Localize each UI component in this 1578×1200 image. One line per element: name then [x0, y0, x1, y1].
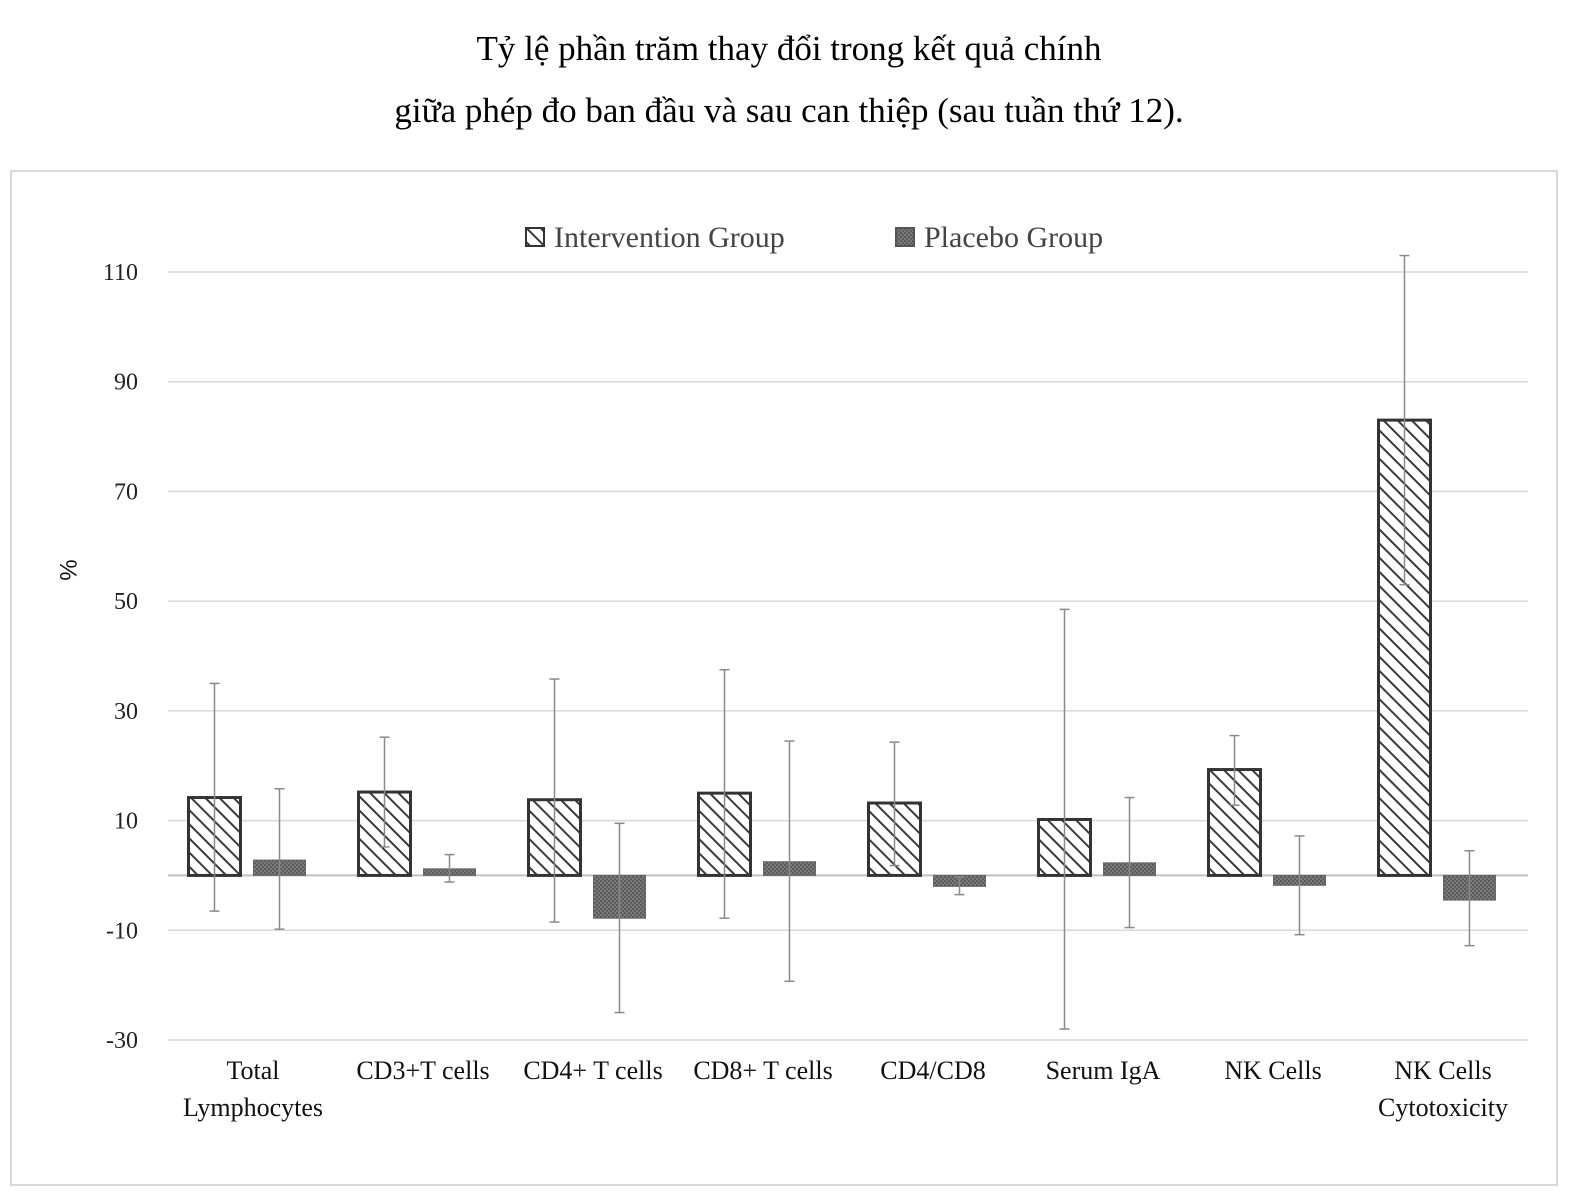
y-tick-label: 70: [114, 479, 138, 505]
x-category-label: NK Cells: [1224, 1056, 1322, 1085]
legend-placebo-label: Placebo Group: [924, 221, 1103, 254]
title-line-2: giữa phép đo ban đầu và sau can thiệp (s…: [394, 91, 1184, 130]
y-tick-label: 30: [114, 699, 138, 725]
legend-placebo-swatch: [895, 227, 915, 247]
legend-placebo: Placebo Group: [895, 221, 1103, 254]
legend-intervention: Intervention Group: [525, 221, 785, 254]
x-category-label: Cytotoxicity: [1378, 1093, 1508, 1122]
x-category-label: CD4/CD8: [880, 1056, 985, 1085]
y-tick-label: 10: [114, 809, 138, 835]
legend: Intervention Group Placebo Group: [525, 221, 1103, 254]
grid-layer: [168, 271, 1528, 1041]
y-tick-label: -30: [106, 1028, 138, 1054]
y-axis-ticks: 110 90 70 50 30 10 -10 -30: [103, 260, 138, 1054]
title-line-1: Tỷ lệ phần trăm thay đổi trong kết quả c…: [476, 29, 1102, 68]
legend-intervention-label: Intervention Group: [554, 221, 785, 254]
y-tick-label: 110: [103, 260, 138, 286]
page-title: Tỷ lệ phần trăm thay đổi trong kết quả c…: [0, 18, 1578, 142]
chart-frame: [10, 170, 1558, 1186]
y-tick-label: 50: [114, 589, 138, 615]
x-category-label: CD4+ T cells: [523, 1056, 662, 1085]
y-tick-label: -10: [106, 918, 138, 944]
x-category-label: Serum IgA: [1046, 1056, 1161, 1085]
x-category-label: Total: [226, 1056, 279, 1085]
x-axis-categories: Total Lymphocytes CD3+T cells CD4+ T cells C…: [183, 1056, 1508, 1122]
x-category-label: Lymphocytes: [183, 1093, 323, 1122]
intervention-bar: [1377, 418, 1432, 877]
bars-layer: [187, 254, 1496, 1030]
x-category-label: CD8+ T cells: [693, 1056, 832, 1085]
x-category-label: NK Cells: [1394, 1056, 1492, 1085]
y-axis-label: %: [54, 559, 81, 580]
legend-intervention-swatch: [525, 227, 545, 247]
x-category-label: CD3+T cells: [356, 1056, 489, 1085]
y-tick-label: 90: [114, 370, 138, 396]
